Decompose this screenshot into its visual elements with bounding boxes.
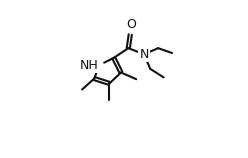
Text: O: O	[126, 18, 136, 30]
Text: N: N	[139, 48, 149, 61]
Text: NH: NH	[79, 59, 98, 72]
